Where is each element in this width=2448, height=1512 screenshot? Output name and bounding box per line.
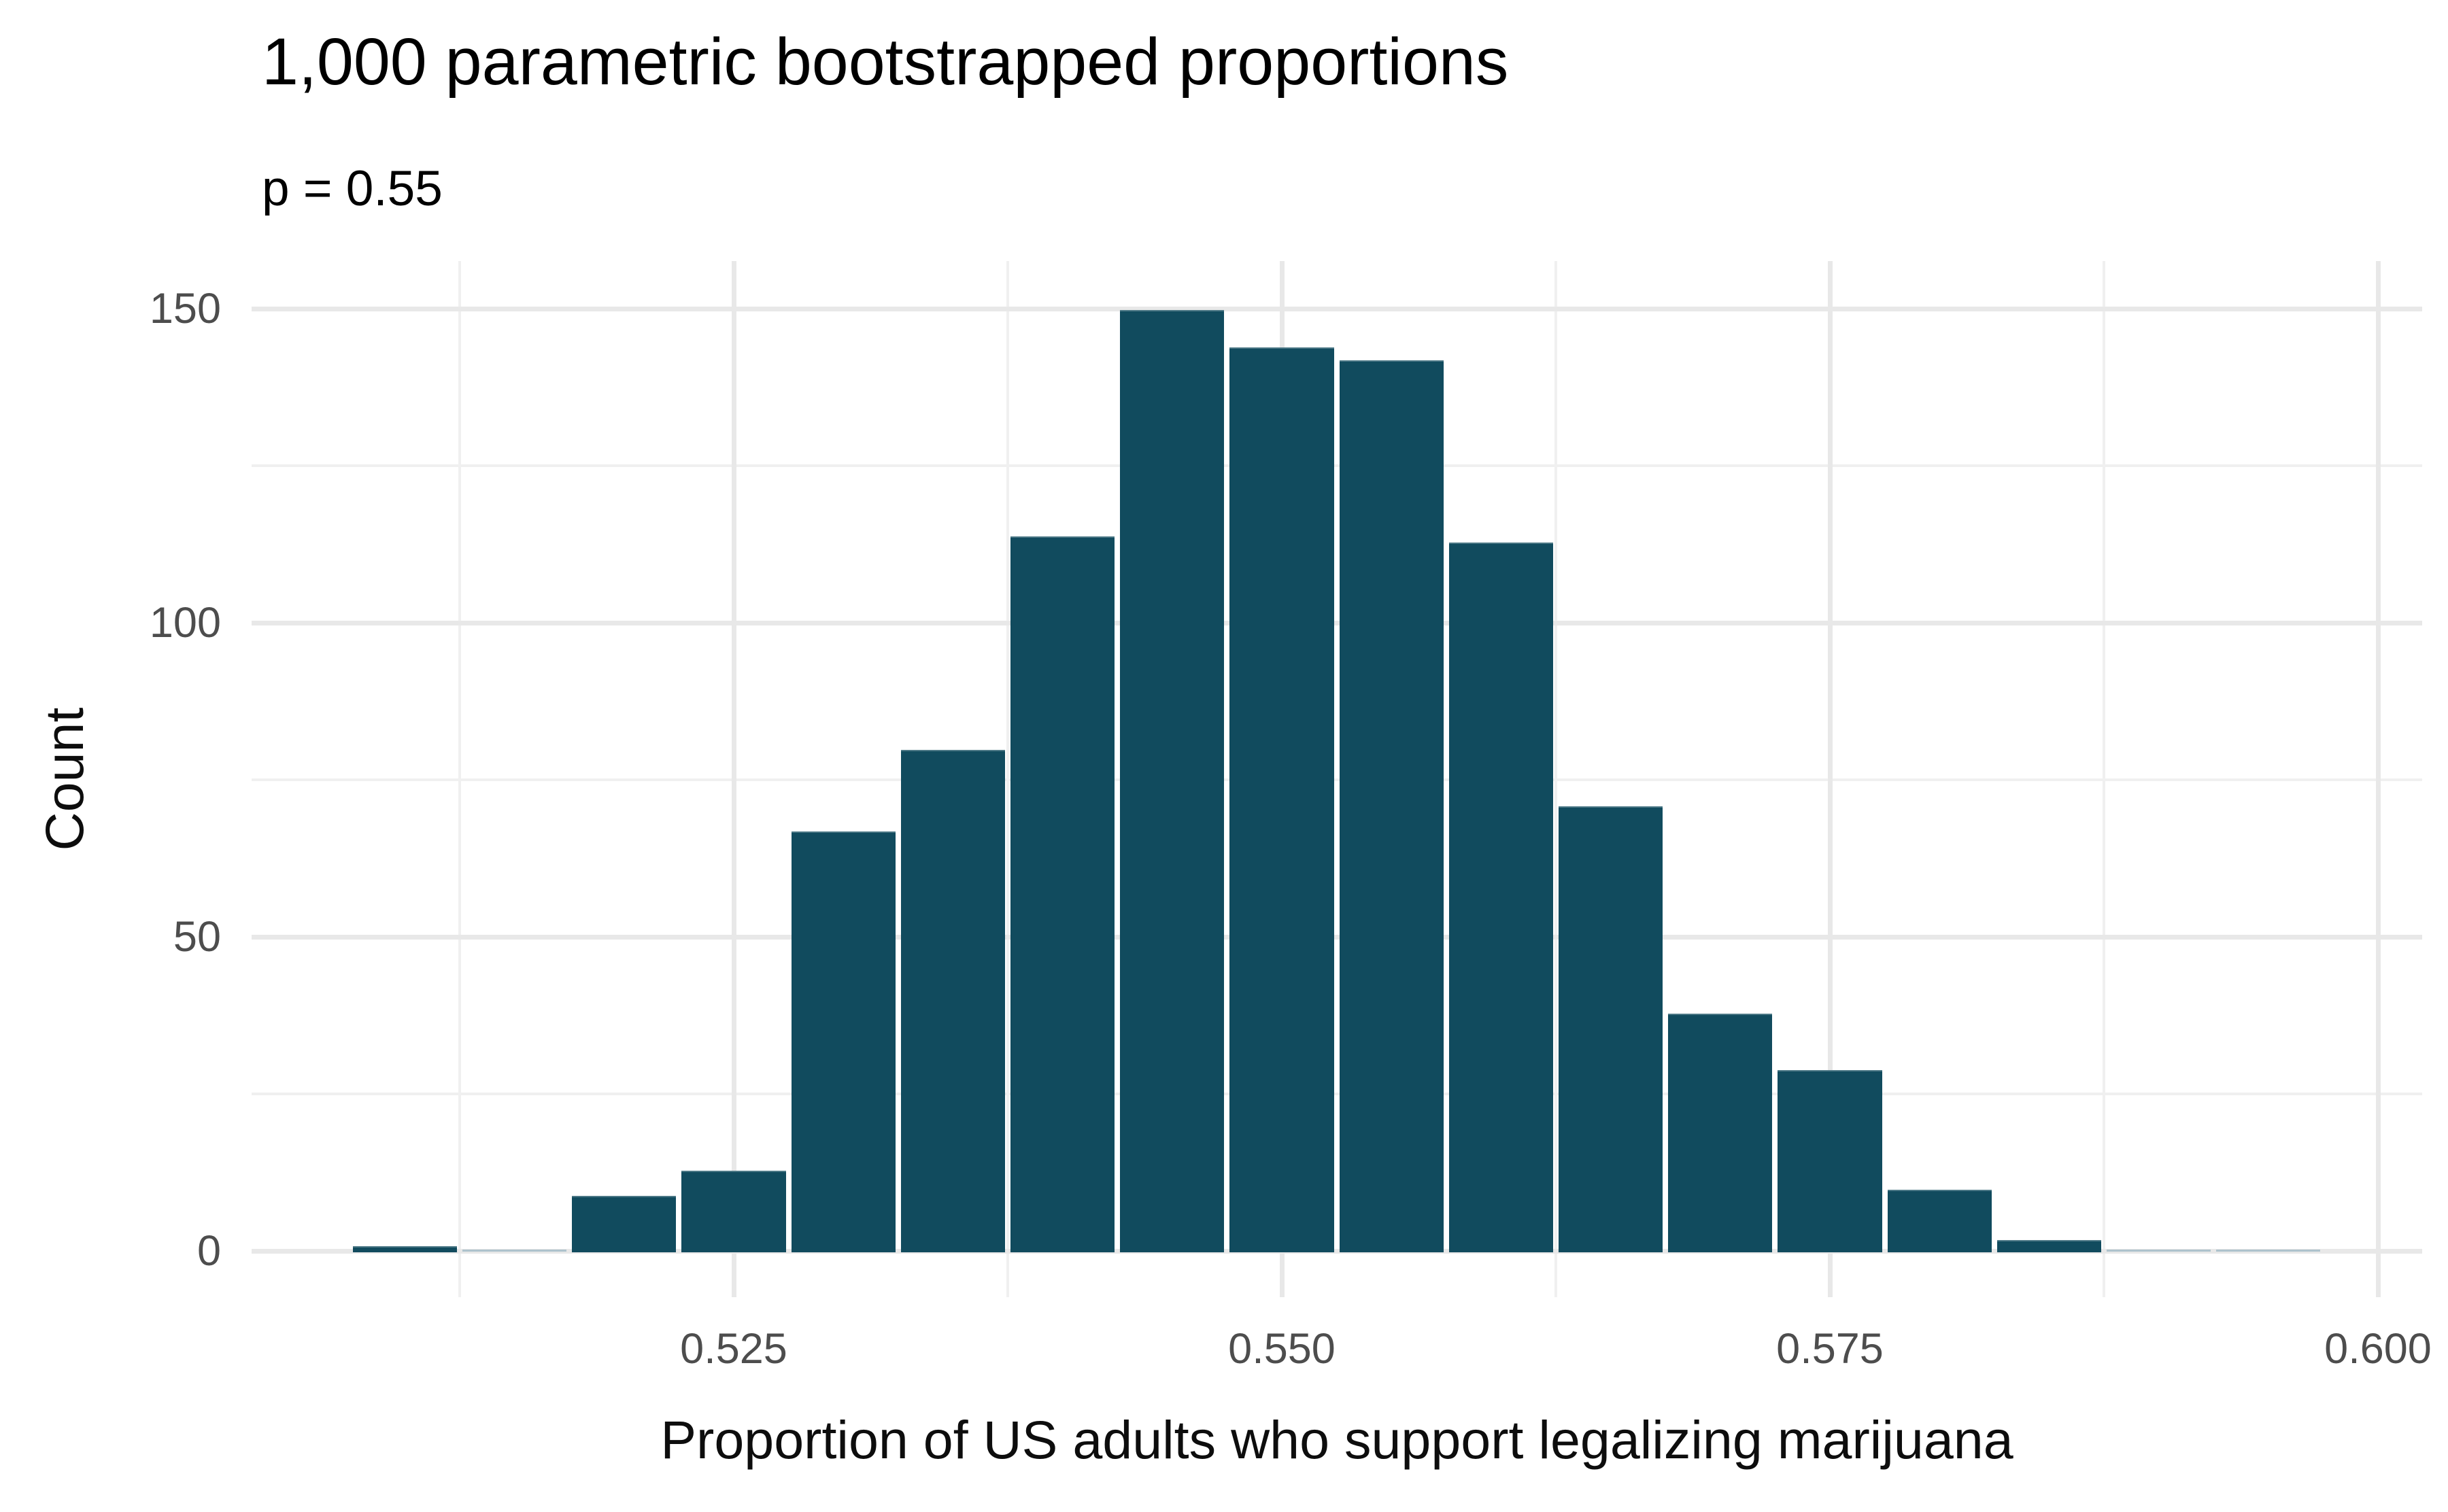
y-tick-label: 150: [149, 285, 221, 332]
histogram-bar: [681, 1170, 786, 1252]
y-major-gridline: [252, 934, 2422, 940]
histogram-bar: [1010, 536, 1115, 1252]
histogram-bar: [572, 1195, 677, 1252]
histogram-bar: [1559, 806, 1663, 1252]
x-axis-title: Proportion of US adults who support lega…: [660, 1409, 2013, 1470]
histogram-bar: [1339, 360, 1444, 1252]
histogram-zero-bin-line: [2216, 1250, 2321, 1252]
x-minor-gridline: [1006, 261, 1009, 1297]
x-major-gridline: [2375, 261, 2381, 1297]
x-tick-label: 0.575: [1776, 1325, 1884, 1373]
histogram-bar: [1448, 542, 1553, 1252]
x-tick-label: 0.600: [2324, 1325, 2432, 1373]
histogram-bar: [791, 831, 896, 1252]
x-major-gridline: [731, 261, 736, 1297]
histogram-bar: [352, 1245, 457, 1252]
x-tick-label: 0.525: [680, 1325, 787, 1373]
y-tick-label: 100: [149, 599, 221, 647]
histogram-bar: [1229, 347, 1334, 1252]
histogram-zero-bin-line: [462, 1250, 567, 1252]
y-major-gridline: [252, 1248, 2422, 1254]
x-tick-label: 0.550: [1228, 1325, 1336, 1373]
histogram-bar: [1887, 1189, 1992, 1252]
histogram-bar: [1778, 1070, 1882, 1252]
y-minor-gridline: [252, 778, 2422, 781]
histogram-bar: [1120, 310, 1225, 1252]
histogram-bar: [1668, 1013, 1773, 1252]
histogram-bar: [1996, 1239, 2101, 1252]
y-tick-label: 50: [173, 913, 221, 961]
histogram-bar: [900, 749, 1005, 1252]
x-minor-gridline: [458, 261, 461, 1297]
y-minor-gridline: [252, 1093, 2422, 1095]
y-tick-label: 0: [197, 1227, 221, 1275]
chart-subtitle: p = 0.55: [262, 161, 443, 216]
y-major-gridline: [252, 620, 2422, 625]
x-minor-gridline: [1554, 261, 1557, 1297]
x-minor-gridline: [2103, 261, 2105, 1297]
y-minor-gridline: [252, 464, 2422, 467]
y-major-gridline: [252, 306, 2422, 311]
chart-title: 1,000 parametric bootstrapped proportion…: [262, 24, 1509, 99]
y-axis-title: Count: [34, 707, 95, 851]
histogram-zero-bin-line: [2107, 1250, 2211, 1252]
x-major-gridline: [1827, 261, 1833, 1297]
